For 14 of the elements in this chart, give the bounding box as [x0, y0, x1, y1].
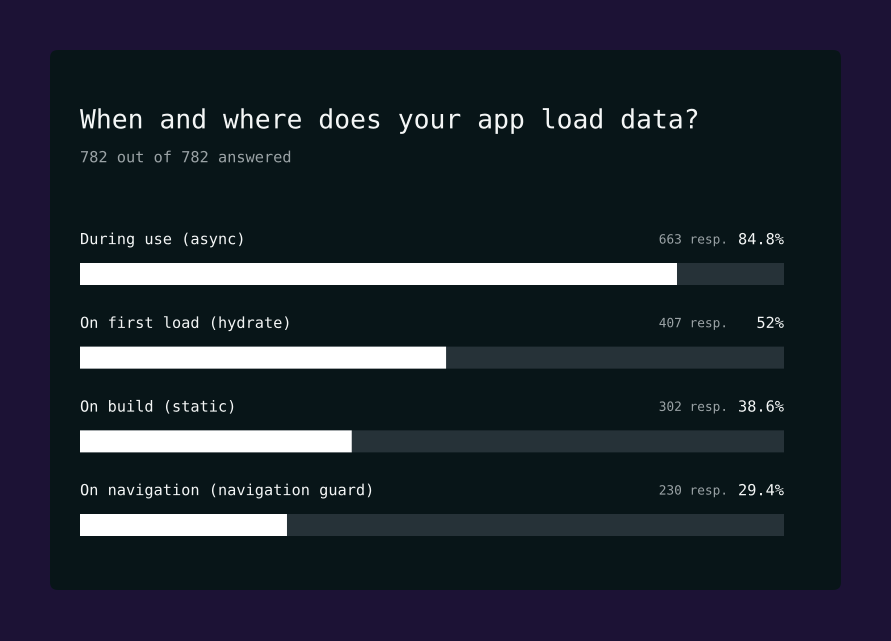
- annotation: 663 resp.: [660, 234, 725, 246]
- chart-title: When and where does your app load data?: [80, 108, 698, 134]
- y-tick-label: During use (async): [81, 232, 242, 248]
- annotation: 407 resp.: [659, 318, 725, 330]
- annotation: 230 resp.: [660, 485, 725, 498]
- data-label: 29.4%: [739, 484, 784, 496]
- annotation: 302 resp.: [660, 401, 725, 414]
- chart-subtitle: 782 out of 782 answered: [81, 150, 290, 162]
- y-tick-label: On navigation (navigation guard): [80, 484, 372, 498]
- y-tick-label: On first load (hydrate): [80, 316, 288, 332]
- y-tick-label: On build (static): [80, 400, 234, 414]
- data-label: 84.8%: [738, 232, 784, 244]
- data-label: 52%: [757, 316, 784, 328]
- data-label: 38.6%: [739, 400, 784, 412]
